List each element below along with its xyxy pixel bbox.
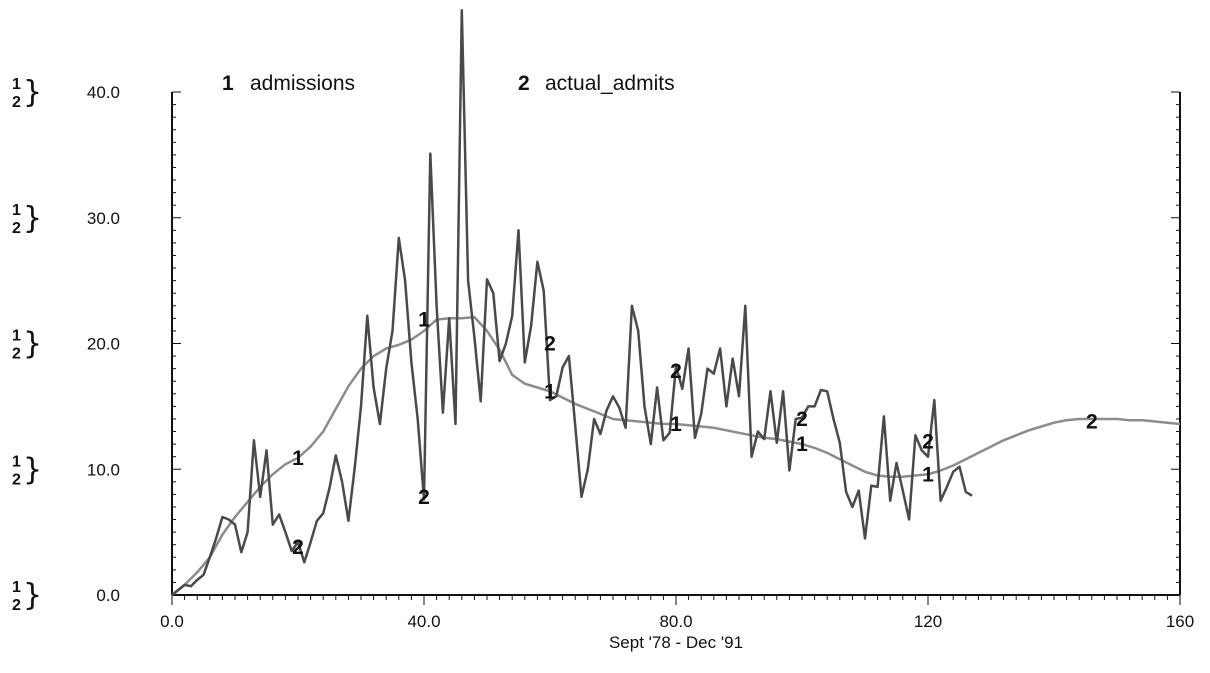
scale-marker-2: 2 — [12, 220, 21, 237]
series-line-admissions — [171, 315, 1181, 596]
axis-scale-markers: 12}12}12}12}12} — [12, 75, 42, 614]
series-marker-actual-admits: 2 — [292, 536, 304, 559]
scale-marker-1: 1 — [12, 453, 21, 470]
series-line-actual-admits — [171, 9, 973, 596]
legend-marker-actual-admits: 2 — [518, 72, 530, 95]
series-layer — [171, 9, 1181, 596]
x-tick-label: 120 — [914, 612, 942, 631]
legend-label-actual-admits: actual_admits — [545, 72, 675, 95]
series-marker-actual-admits: 2 — [418, 486, 430, 509]
scale-marker-1: 1 — [12, 202, 21, 219]
legend-label-admissions: admissions — [250, 72, 355, 95]
scale-brace: } — [23, 578, 42, 613]
y-tick-label: 40.0 — [87, 83, 120, 102]
x-tick-label: 160 — [1166, 612, 1194, 631]
y-scale-marker: 12} — [12, 201, 42, 237]
series-marker-actual-admits: 2 — [922, 431, 934, 454]
series-marker-admissions: 1 — [796, 433, 808, 456]
y-scale-marker: 12} — [12, 327, 42, 363]
y-scale-marker: 12} — [12, 452, 42, 488]
y-tick-label: 10.0 — [87, 460, 120, 479]
y-tick-labels: 0.0 10.0 20.0 30.0 40.0 — [87, 83, 120, 605]
scale-marker-2: 2 — [12, 597, 21, 614]
y-tick-label: 0.0 — [96, 586, 120, 605]
scale-brace: } — [23, 452, 42, 487]
legend: 1 admissions 2 actual_admits — [222, 72, 675, 95]
scale-brace: } — [23, 75, 42, 110]
y-tick-label: 20.0 — [87, 335, 120, 354]
series-marker-actual-admits: 2 — [670, 360, 682, 383]
tick-marks — [171, 91, 1181, 605]
series-marker-actual-admits: 2 — [796, 408, 808, 431]
scale-marker-2: 2 — [12, 94, 21, 111]
series-marker-admissions: 1 — [544, 380, 556, 403]
x-tick-label: 40.0 — [407, 612, 440, 631]
scale-brace: } — [23, 201, 42, 236]
scale-marker-1: 1 — [12, 328, 21, 345]
x-tick-label: 80.0 — [659, 612, 692, 631]
x-tick-label: 0.0 — [160, 612, 184, 631]
scale-marker-1: 1 — [12, 76, 21, 93]
y-tick-label: 30.0 — [87, 209, 120, 228]
scale-marker-2: 2 — [12, 471, 21, 488]
scale-marker-1: 1 — [12, 579, 21, 596]
series-marker-admissions: 1 — [670, 413, 682, 436]
x-axis-title: Sept '78 - Dec '91 — [609, 633, 743, 652]
series-marker-admissions: 1 — [922, 463, 934, 486]
plot-frame — [171, 92, 1181, 596]
scale-brace: } — [23, 327, 42, 362]
series-marker-admissions: 1 — [292, 447, 304, 470]
series-marker-actual-admits: 2 — [1086, 410, 1098, 433]
x-tick-labels: 0.0 40.0 80.0 120 160 — [160, 612, 1194, 631]
legend-marker-admissions: 1 — [222, 72, 234, 95]
series-marker-actual-admits: 2 — [544, 333, 556, 356]
series-marker-admissions: 1 — [418, 309, 430, 332]
scale-marker-2: 2 — [12, 346, 21, 363]
y-scale-marker: 12} — [12, 578, 42, 614]
y-scale-marker: 12} — [12, 75, 42, 111]
